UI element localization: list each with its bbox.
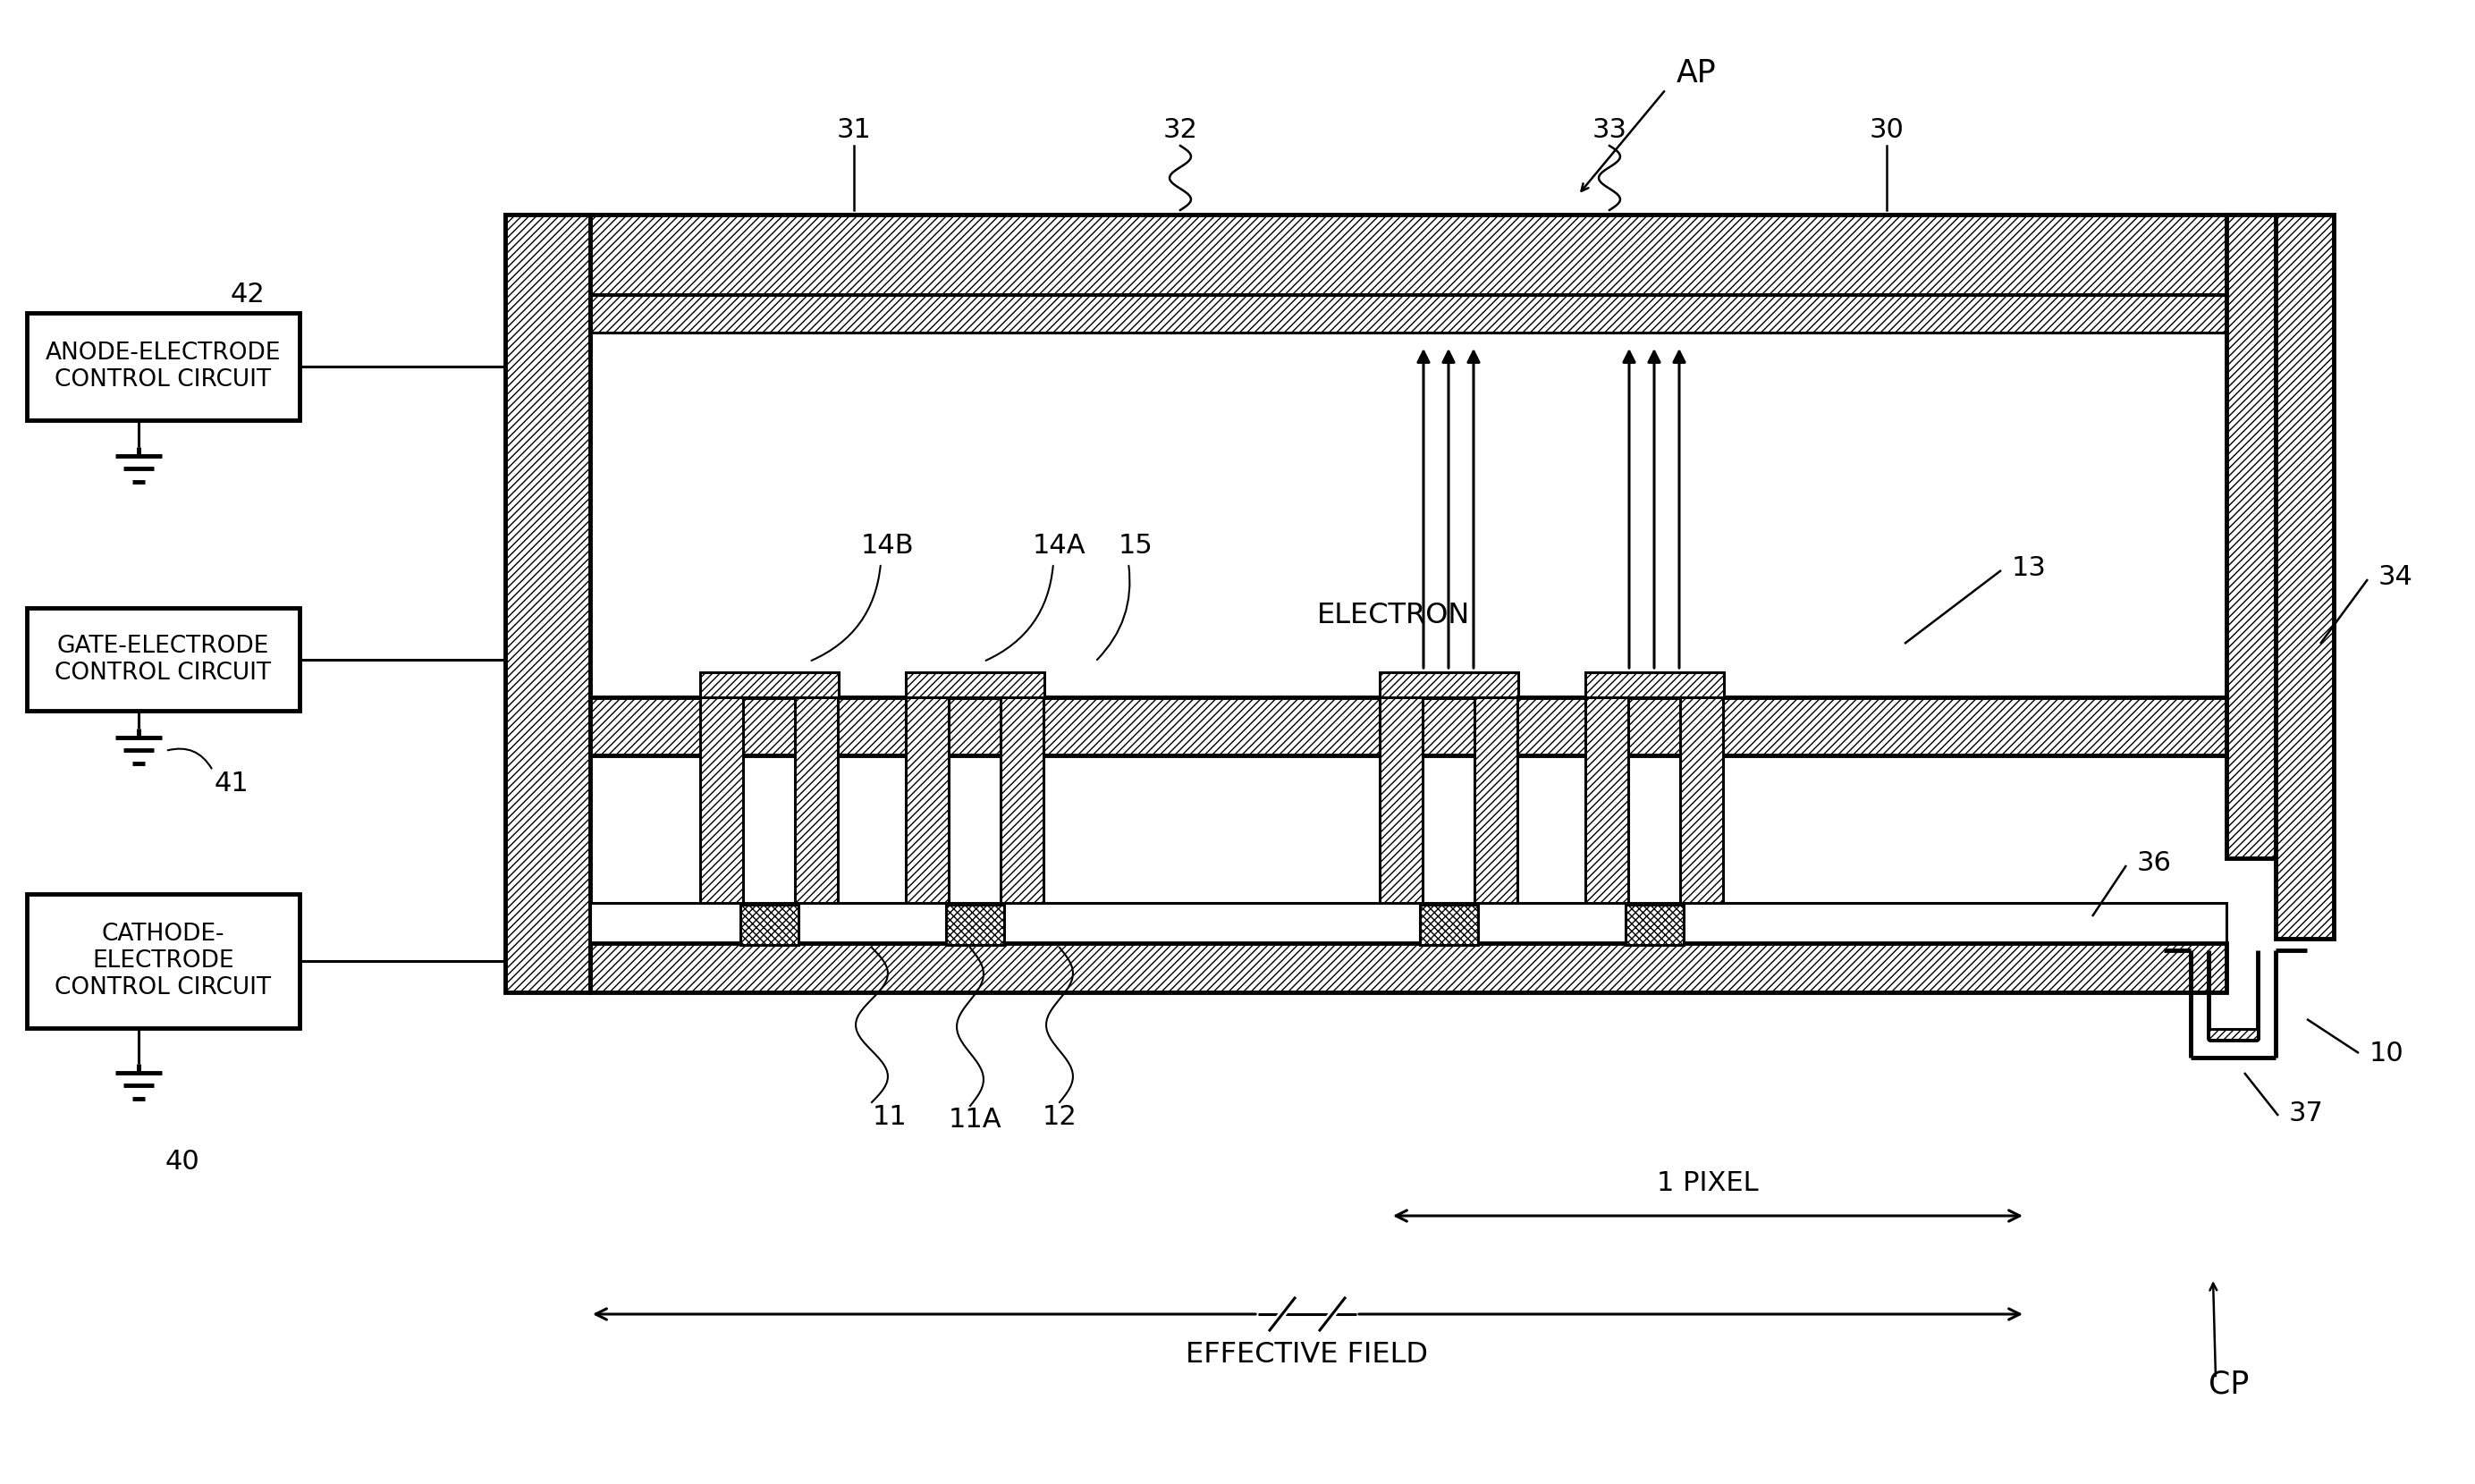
Bar [794, 697, 839, 902]
Text: 37: 37 [2289, 1100, 2324, 1126]
Text: 14B: 14B [861, 533, 916, 559]
Bar [1586, 672, 1725, 697]
Bar [589, 697, 2228, 755]
Bar [700, 672, 839, 697]
Bar [27, 608, 299, 711]
Text: 1 PIXEL: 1 PIXEL [1658, 1171, 1760, 1196]
Bar [1626, 905, 1683, 945]
Text: AP: AP [1676, 58, 1718, 89]
Bar [1586, 697, 1629, 902]
Text: 40: 40 [166, 1149, 200, 1175]
Bar [1379, 697, 1423, 902]
Bar [1475, 697, 1517, 902]
Bar [589, 295, 2262, 332]
Text: 14A: 14A [1032, 533, 1087, 559]
Bar [505, 215, 2262, 295]
Text: 30: 30 [1869, 117, 1903, 142]
Text: ANODE-ELECTRODE
CONTROL CIRCUIT: ANODE-ELECTRODE CONTROL CIRCUIT [45, 341, 282, 392]
Text: 11: 11 [871, 1104, 906, 1129]
Bar [27, 313, 299, 420]
Text: 10: 10 [2369, 1040, 2403, 1066]
Bar [740, 905, 799, 945]
Bar [27, 893, 299, 1028]
Text: 41: 41 [215, 770, 250, 797]
Text: 31: 31 [837, 117, 871, 142]
Text: 11A: 11A [948, 1107, 1002, 1132]
Bar [945, 905, 1005, 945]
Text: 36: 36 [2136, 850, 2171, 876]
Bar [589, 944, 2228, 993]
Bar [1379, 672, 1517, 697]
Bar [2228, 215, 2322, 858]
Bar [589, 902, 2228, 944]
Text: CP: CP [2208, 1368, 2250, 1399]
Bar [1421, 905, 1478, 945]
Text: 42: 42 [230, 282, 265, 307]
Bar [2208, 1028, 2257, 1040]
Text: 34: 34 [2378, 564, 2413, 589]
Bar [700, 697, 742, 902]
Text: CATHODE-
ELECTRODE
CONTROL CIRCUIT: CATHODE- ELECTRODE CONTROL CIRCUIT [54, 923, 272, 999]
Text: GATE-ELECTRODE
CONTROL CIRCUIT: GATE-ELECTRODE CONTROL CIRCUIT [54, 634, 272, 684]
Text: 15: 15 [1119, 533, 1153, 559]
Bar [505, 215, 589, 993]
Text: 13: 13 [2012, 555, 2047, 580]
Bar [2275, 215, 2334, 939]
Bar [906, 672, 1044, 697]
Text: 33: 33 [1591, 117, 1626, 142]
Text: EFFECTIVE FIELD: EFFECTIVE FIELD [1186, 1342, 1428, 1368]
Bar [906, 697, 948, 902]
Bar [1681, 697, 1723, 902]
Text: 12: 12 [1042, 1104, 1077, 1129]
Text: 32: 32 [1163, 117, 1198, 142]
Text: ELECTRON: ELECTRON [1317, 601, 1470, 629]
Bar [1000, 697, 1044, 902]
